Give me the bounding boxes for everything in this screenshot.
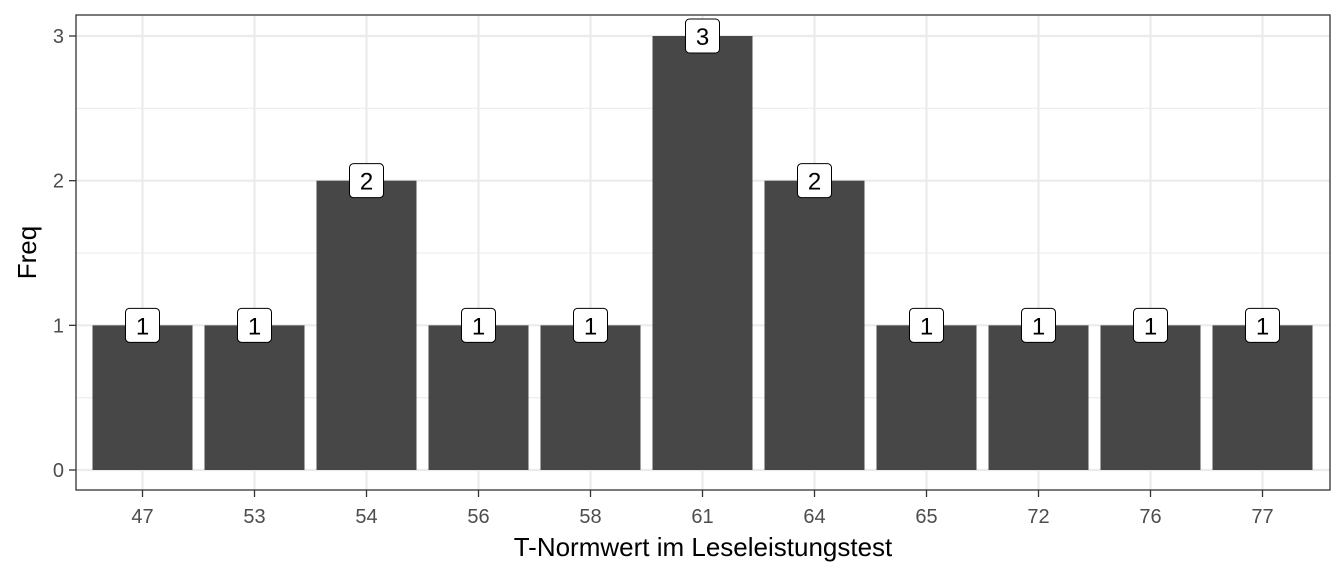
x-tick-label: 65	[915, 506, 937, 528]
y-tick-label: 0	[53, 460, 64, 482]
x-tick-label: 53	[243, 506, 265, 528]
data-label-text: 2	[808, 169, 821, 196]
bars	[92, 36, 1313, 470]
data-label-64: 2	[797, 163, 832, 199]
x-tick-label: 61	[691, 506, 713, 528]
bar-76	[1100, 325, 1201, 470]
x-tick-label: 58	[579, 506, 601, 528]
data-label-77: 1	[1245, 307, 1280, 343]
data-label-box	[685, 18, 720, 54]
x-tick-label: 76	[1139, 506, 1161, 528]
y-axis-title: Freq	[12, 226, 42, 279]
data-label-54: 2	[349, 163, 384, 199]
data-label-box	[349, 163, 384, 199]
data-label-box	[797, 163, 832, 199]
x-tick-label: 54	[355, 506, 377, 528]
y-tick-label: 1	[53, 315, 64, 337]
bar-56	[428, 325, 529, 470]
bar-47	[92, 325, 193, 470]
bar-65	[876, 325, 977, 470]
data-label-box	[461, 307, 496, 343]
data-label-65: 1	[909, 307, 944, 343]
data-label-61: 3	[685, 18, 720, 54]
data-label-53: 1	[237, 307, 272, 343]
bar-58	[540, 325, 641, 470]
data-label-text: 1	[1256, 313, 1269, 340]
y-tick-label: 3	[53, 26, 64, 48]
data-label-text: 2	[360, 169, 373, 196]
data-label-text: 1	[136, 313, 149, 340]
x-tick-label: 72	[1027, 506, 1049, 528]
data-label-box	[125, 307, 160, 343]
x-tick-label: 77	[1251, 506, 1273, 528]
data-label-box	[909, 307, 944, 343]
x-axis-title: T-Normwert im Leseleistungstest	[514, 532, 893, 562]
y-tick-label: 2	[53, 171, 64, 193]
bar-72	[988, 325, 1089, 470]
data-label-box	[573, 307, 608, 343]
data-label-text: 1	[920, 313, 933, 340]
data-label-text: 1	[1032, 313, 1045, 340]
y-axis: 0 1 2 3	[53, 26, 76, 482]
x-tick-label: 47	[131, 506, 153, 528]
data-label-72: 1	[1021, 307, 1056, 343]
data-label-text: 3	[696, 24, 709, 51]
x-axis: 47 53 54 56 58 61 64 65 72 76 77	[131, 490, 1274, 528]
data-label-text: 1	[472, 313, 485, 340]
data-label-box	[237, 307, 272, 343]
bar-77	[1212, 325, 1313, 470]
data-label-58: 1	[573, 307, 608, 343]
data-label-box	[1021, 307, 1056, 343]
data-label-76: 1	[1133, 307, 1168, 343]
bar-53	[204, 325, 305, 470]
data-label-47: 1	[125, 307, 160, 343]
data-label-text: 1	[248, 313, 261, 340]
x-tick-label: 64	[803, 506, 825, 528]
bar-64	[764, 180, 865, 470]
x-tick-label: 56	[467, 506, 489, 528]
data-labels: 1 1 2 1 1 3 2 1 1 1 1	[125, 18, 1280, 343]
data-label-box	[1245, 307, 1280, 343]
data-label-text: 1	[584, 313, 597, 340]
data-label-box	[1133, 307, 1168, 343]
data-label-text: 1	[1144, 313, 1157, 340]
data-label-56: 1	[461, 307, 496, 343]
bar-61	[652, 36, 753, 470]
bar-54	[316, 180, 417, 470]
